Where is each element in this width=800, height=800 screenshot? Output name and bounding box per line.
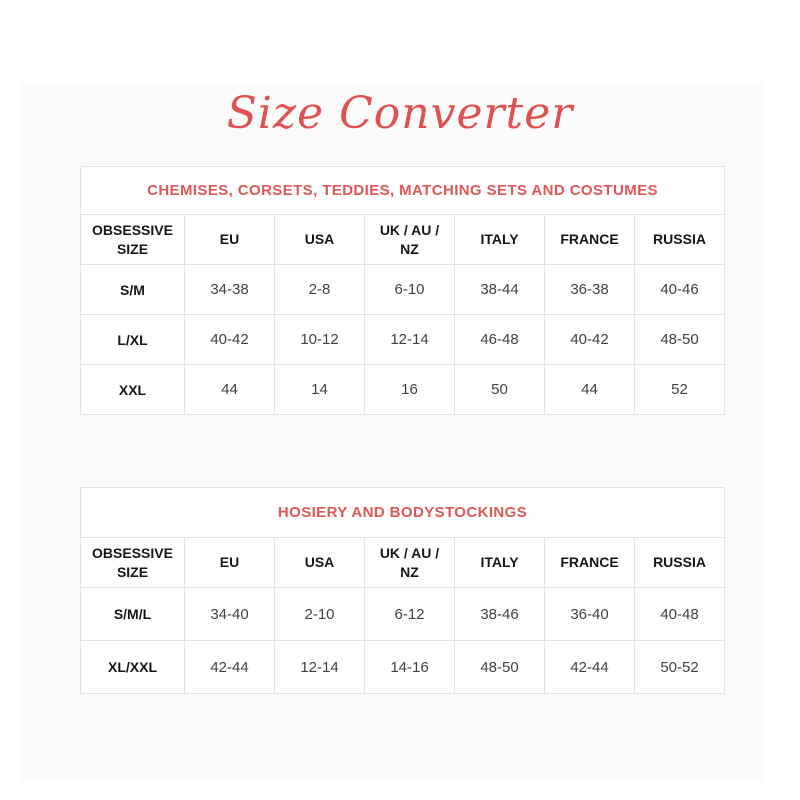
table-cell: 12-14 xyxy=(364,314,455,365)
table-caption-row: HOSIERY AND BODYSTOCKINGS xyxy=(79,487,726,538)
table-cell: 38-46 xyxy=(454,587,545,641)
column-header-france: FRANCE xyxy=(544,537,635,588)
column-header-usa: USA xyxy=(274,537,365,588)
table-cell: 52 xyxy=(633,364,726,415)
column-header-usa: USA xyxy=(274,214,365,265)
column-header-russia: RUSSIA xyxy=(633,214,726,265)
table-cell: 10-12 xyxy=(274,314,365,365)
table-cell: 40-48 xyxy=(633,587,726,641)
table-row: XL/XXL 42-44 12-14 14-16 48-50 42-44 50-… xyxy=(80,640,726,694)
table-header-row: OBSESSIVE SIZE EU USA UK / AU / NZ ITALY… xyxy=(80,537,726,588)
table-cell: 38-44 xyxy=(454,264,545,315)
row-size-label: XL/XXL xyxy=(80,640,185,694)
table-header-row: OBSESSIVE SIZE EU USA UK / AU / NZ ITALY… xyxy=(80,214,726,265)
table-cell: 48-50 xyxy=(633,314,726,365)
table-row: S/M 34-38 2-8 6-10 38-44 36-38 40-46 xyxy=(80,264,726,315)
chemises-corsets-size-table: CHEMISES, CORSETS, TEDDIES, MATCHING SET… xyxy=(79,166,726,415)
column-header-russia: RUSSIA xyxy=(633,537,726,588)
table-cell: 50-52 xyxy=(633,640,726,694)
table-cell: 12-14 xyxy=(274,640,365,694)
column-header-eu: EU xyxy=(184,214,275,265)
table-row: XXL 44 14 16 50 44 52 xyxy=(80,364,726,415)
table-cell: 42-44 xyxy=(544,640,635,694)
table-cell: 42-44 xyxy=(184,640,275,694)
column-header-france: FRANCE xyxy=(544,214,635,265)
table-cell: 48-50 xyxy=(454,640,545,694)
column-header-uk-au-nz: UK / AU / NZ xyxy=(364,214,455,265)
row-size-label: S/M xyxy=(80,264,185,315)
table-cell: 6-10 xyxy=(364,264,455,315)
column-header-obsessive-size: OBSESSIVE SIZE xyxy=(80,214,185,265)
table-cell: 2-8 xyxy=(274,264,365,315)
table-cell: 2-10 xyxy=(274,587,365,641)
table-cell: 14 xyxy=(274,364,365,415)
table-cell: 34-38 xyxy=(184,264,275,315)
page-title: Size Converter xyxy=(226,88,574,139)
table-cell: 50 xyxy=(454,364,545,415)
row-size-label: S/M/L xyxy=(80,587,185,641)
table-cell: 34-40 xyxy=(184,587,275,641)
column-header-obsessive-size: OBSESSIVE SIZE xyxy=(80,537,185,588)
row-size-label: XXL xyxy=(80,364,185,415)
table-cell: 6-12 xyxy=(364,587,455,641)
table-cell: 40-42 xyxy=(544,314,635,365)
table-caption-row: CHEMISES, CORSETS, TEDDIES, MATCHING SET… xyxy=(79,166,726,215)
column-header-italy: ITALY xyxy=(454,214,545,265)
table-row: S/M/L 34-40 2-10 6-12 38-46 36-40 40-48 xyxy=(80,587,726,641)
table-cell: 14-16 xyxy=(364,640,455,694)
column-header-italy: ITALY xyxy=(454,537,545,588)
hosiery-bodystockings-size-table: HOSIERY AND BODYSTOCKINGS OBSESSIVE SIZE… xyxy=(79,487,726,694)
table-cell: 36-40 xyxy=(544,587,635,641)
table-cell: 44 xyxy=(184,364,275,415)
table-cell: 36-38 xyxy=(544,264,635,315)
table-row: L/XL 40-42 10-12 12-14 46-48 40-42 48-50 xyxy=(80,314,726,365)
column-header-uk-au-nz: UK / AU / NZ xyxy=(364,537,455,588)
table-cell: 46-48 xyxy=(454,314,545,365)
table-cell: 44 xyxy=(544,364,635,415)
table-title: CHEMISES, CORSETS, TEDDIES, MATCHING SET… xyxy=(79,166,726,215)
table-title: HOSIERY AND BODYSTOCKINGS xyxy=(79,487,726,538)
row-size-label: L/XL xyxy=(80,314,185,365)
table-cell: 16 xyxy=(364,364,455,415)
table-cell: 40-46 xyxy=(633,264,726,315)
table-cell: 40-42 xyxy=(184,314,275,365)
column-header-eu: EU xyxy=(184,537,275,588)
